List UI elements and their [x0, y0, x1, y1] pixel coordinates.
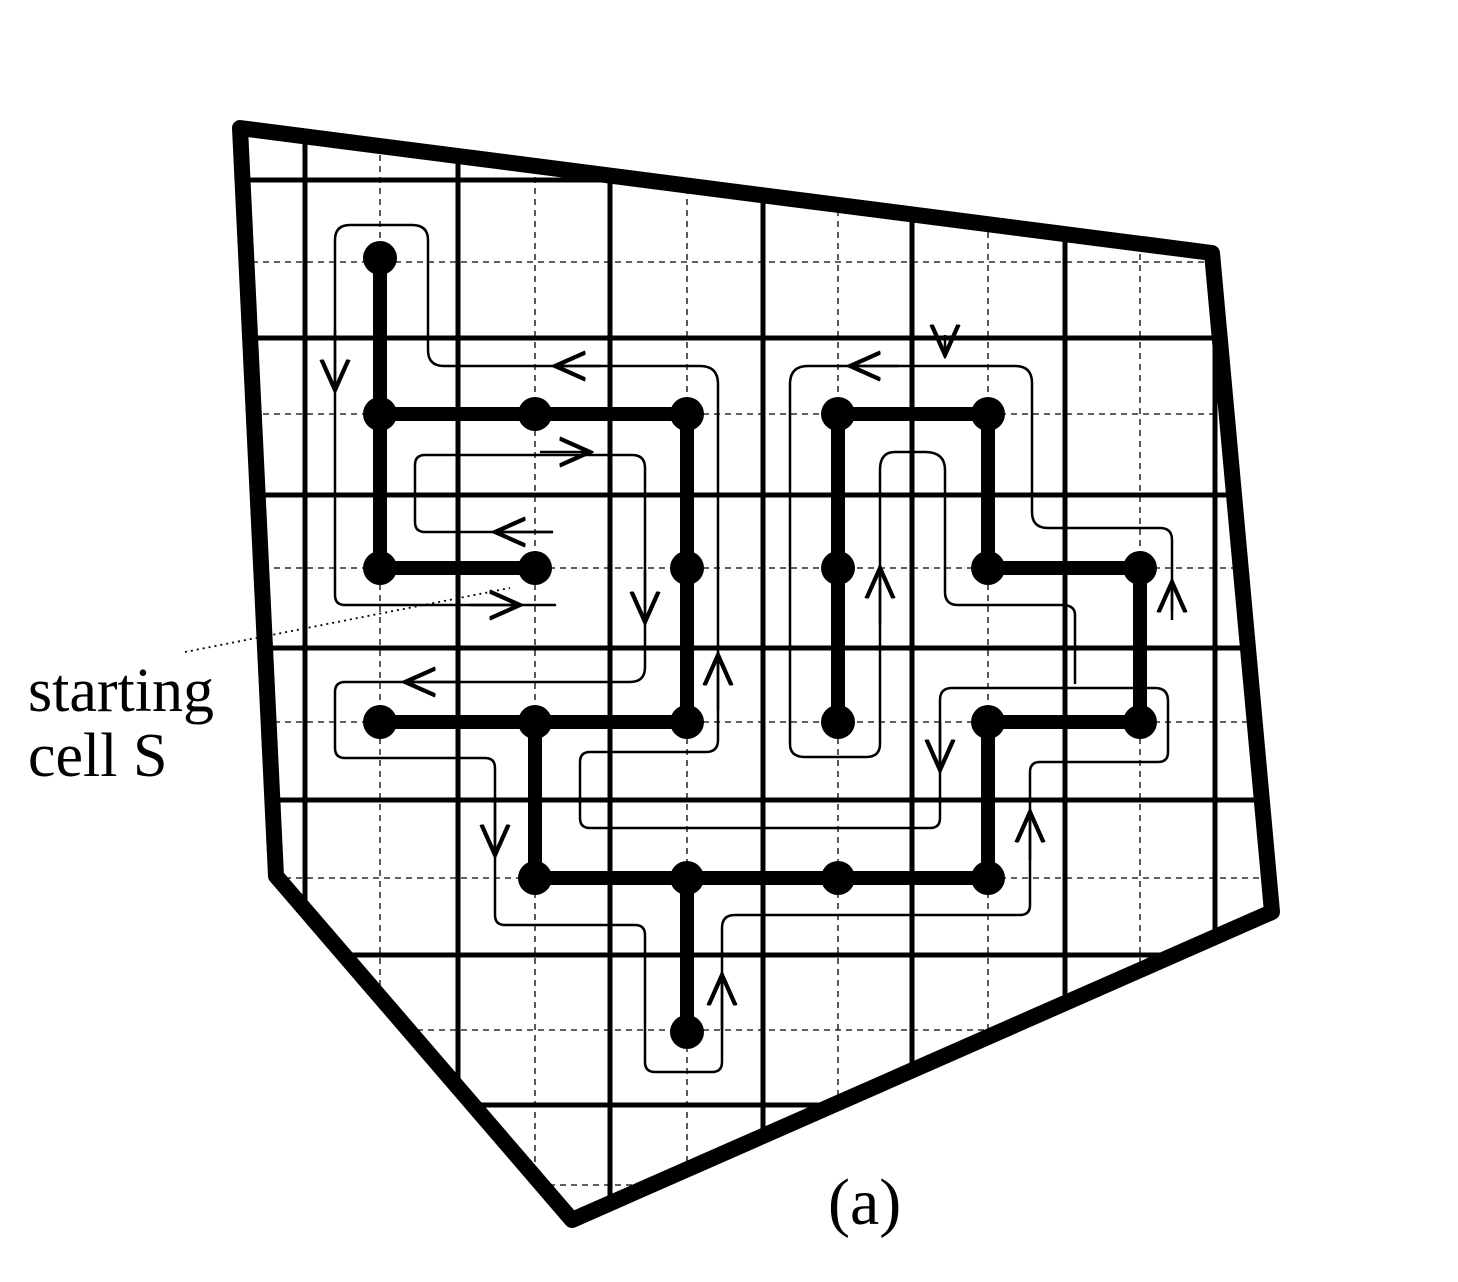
starting-cell-label-line2: cell S — [28, 722, 168, 790]
solid-cell-grid — [240, 128, 1272, 1220]
start-leader — [184, 587, 555, 653]
spanning-tree-nodes — [363, 241, 1157, 1049]
direction-arrows — [335, 330, 1172, 1030]
dashed-subcell-grid — [240, 128, 1272, 1220]
starting-cell-label-line1: starting — [28, 657, 214, 725]
area-boundary — [232, 120, 1280, 1228]
figure-caption: (a) — [828, 1166, 902, 1239]
